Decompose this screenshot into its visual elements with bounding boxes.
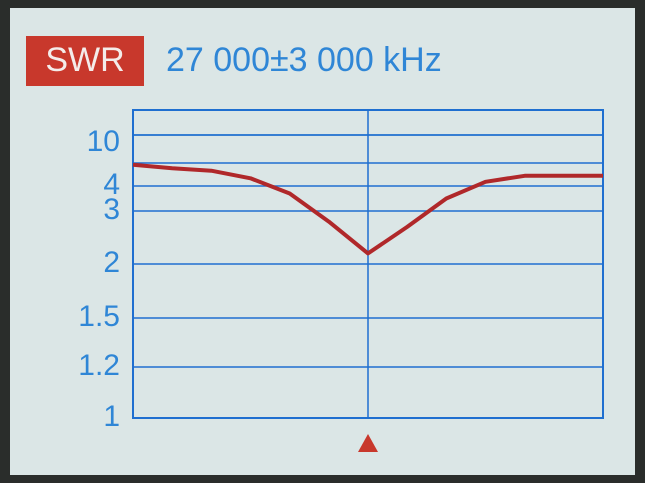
y-tick-label: 2 <box>103 246 120 279</box>
chart-title: 27 000±3 000 kHz <box>166 41 442 79</box>
y-tick-label: 10 <box>87 125 120 158</box>
y-tick-label: 1.2 <box>78 349 120 382</box>
y-tick-label: 4 <box>103 168 120 201</box>
badge-box <box>26 36 144 86</box>
y-tick-label: 3 <box>103 193 120 226</box>
center-marker <box>358 434 378 452</box>
y-tick-label: 1.5 <box>78 300 120 333</box>
badge: SWR <box>45 41 124 79</box>
swr-curve <box>132 162 603 256</box>
y-tick-label: 1 <box>103 400 120 433</box>
